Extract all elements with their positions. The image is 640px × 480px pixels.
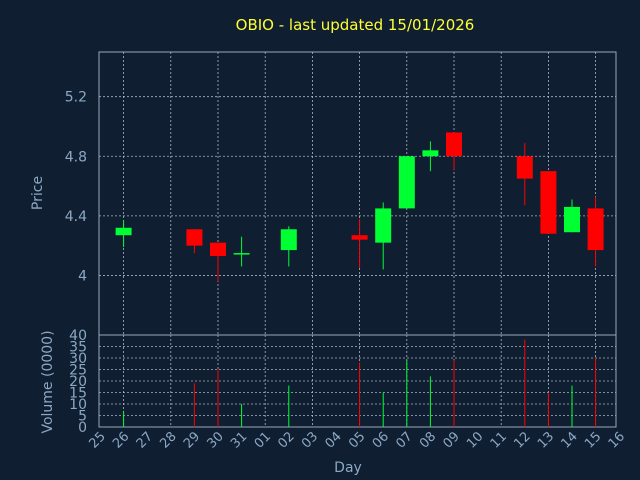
day-axis-ticks: 25 26 27 28 29 30 31 01 02 03 04 05 06 07 08 09 10 11 12 13… xyxy=(87,429,629,451)
candle-body xyxy=(115,227,132,236)
day-tick-label: 05 xyxy=(346,429,368,451)
candle-body xyxy=(233,253,250,255)
price-axis-label: Price xyxy=(30,176,46,210)
day-tick-label: 11 xyxy=(488,429,510,451)
day-tick-label: 10 xyxy=(464,429,486,451)
day-tick-label: 30 xyxy=(205,429,227,451)
candle-body xyxy=(375,208,392,243)
candle-body xyxy=(540,171,557,234)
day-tick-label: 27 xyxy=(134,429,156,451)
day-tick-label: 02 xyxy=(275,429,297,451)
day-tick-label: 31 xyxy=(228,429,250,451)
day-tick-label: 13 xyxy=(535,429,557,451)
volume-grid xyxy=(99,335,616,427)
volume-tick-label: 30 xyxy=(69,351,87,367)
candle-body xyxy=(516,156,533,179)
candle-body xyxy=(280,229,297,251)
day-tick-label: 12 xyxy=(511,429,533,451)
day-tick-label: 03 xyxy=(299,429,321,451)
day-axis-label: Day xyxy=(334,460,362,476)
price-tick-label: 4.4 xyxy=(65,209,87,225)
day-tick-label: 28 xyxy=(157,429,179,451)
volume-tick-label: 0 xyxy=(78,420,87,436)
day-tick-label: 25 xyxy=(87,429,109,451)
day-tick-label: 06 xyxy=(370,429,392,451)
volume-tick-label: 10 xyxy=(69,397,87,413)
day-tick-label: 29 xyxy=(181,429,203,451)
price-tick-label: 5.2 xyxy=(65,90,87,106)
candles xyxy=(115,132,604,282)
price-grid xyxy=(99,52,616,335)
day-tick-label: 15 xyxy=(582,429,604,451)
day-tick-label: 26 xyxy=(110,429,132,451)
candle-body xyxy=(210,242,226,257)
volume-tick-label: 15 xyxy=(69,386,87,402)
candle-body xyxy=(398,156,415,209)
volume-tick-label: 25 xyxy=(69,363,87,379)
volume-axis-label: Volume (0000) xyxy=(40,330,56,433)
day-tick-label: 08 xyxy=(417,429,439,451)
price-panel-frame xyxy=(98,51,617,336)
volume-tick-label: 40 xyxy=(69,328,87,344)
day-tick-label: 14 xyxy=(559,429,581,451)
chart-title: OBIO - last updated 15/01/2026 xyxy=(236,16,475,34)
price-tick-label: 4.8 xyxy=(65,149,87,165)
price-tick-label: 4 xyxy=(78,268,87,284)
volume-bars xyxy=(123,339,597,427)
volume-tick-label: 5 xyxy=(78,409,87,425)
day-tick-label: 01 xyxy=(252,429,274,451)
volume-tick-label: 35 xyxy=(69,340,87,356)
price-axis-ticks: 4 4.4 4.8 5.2 xyxy=(65,90,87,285)
candle-body xyxy=(422,150,439,157)
day-tick-label: 07 xyxy=(393,429,415,451)
candle-body xyxy=(351,235,368,240)
candle-body xyxy=(587,208,604,251)
candle-body xyxy=(446,132,462,157)
volume-tick-label: 20 xyxy=(69,374,87,390)
candle-body xyxy=(186,229,203,246)
candle-body xyxy=(564,206,580,233)
day-tick-label: 16 xyxy=(606,429,628,451)
day-tick-label: 09 xyxy=(441,429,463,451)
day-tick-label: 04 xyxy=(323,429,345,451)
volume-panel-frame xyxy=(98,334,617,428)
